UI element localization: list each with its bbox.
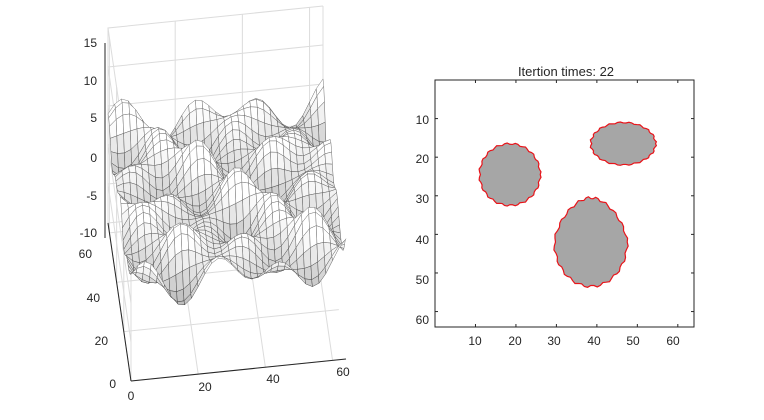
surface-facet <box>304 278 313 288</box>
y-tick-label: 40 <box>87 291 101 305</box>
surface-facet <box>266 236 275 251</box>
segmented-region <box>478 142 542 207</box>
surface-facet <box>129 113 138 132</box>
surface-facet <box>277 265 286 271</box>
surface-facet <box>117 152 126 169</box>
y-tick-label: 40 <box>416 233 430 247</box>
surface-plot: -10 -5 0 5 10 15 0 20 40 60 0 20 40 60 <box>79 5 350 403</box>
y-axis-line <box>107 222 132 382</box>
surface-facet <box>180 223 189 235</box>
surface-facet <box>195 99 204 110</box>
y-tick-label: 0 <box>109 377 116 391</box>
x-tick-label: 20 <box>198 380 212 394</box>
surface-facet <box>116 133 125 154</box>
segmented-region <box>553 196 629 288</box>
surface-facet <box>308 181 317 196</box>
x-tick-label: 0 <box>128 389 135 403</box>
surface-facet <box>264 122 273 137</box>
surface-facet <box>191 193 200 207</box>
segmentation-plot: Itertion times: 22 10 20 30 40 50 60 10 … <box>416 64 695 348</box>
surface-facet <box>196 158 205 178</box>
plot-frame <box>434 79 695 328</box>
surface-facet <box>232 139 241 151</box>
surface-facet <box>202 217 211 223</box>
z-tick-label: 5 <box>90 111 97 125</box>
y-tick-label: 60 <box>416 313 430 327</box>
surface-facet <box>249 98 258 108</box>
segmentation-ticks <box>435 80 694 327</box>
surface-facet <box>142 121 152 129</box>
y-tick-label: 60 <box>79 247 93 261</box>
surface-facet <box>318 121 327 143</box>
surface-facet <box>315 225 324 245</box>
z-tick-label: 10 <box>84 74 98 88</box>
surface-facet <box>222 206 231 225</box>
z-tick-label: 0 <box>90 151 97 165</box>
surface-z-tick-labels: -10 -5 0 5 10 15 <box>80 36 98 240</box>
segmentation-x-tick-labels: 10 20 30 40 50 60 <box>468 334 680 348</box>
y-tick-label: 30 <box>416 192 430 206</box>
surface-facet <box>128 165 137 174</box>
z-tick-label: -5 <box>86 189 97 203</box>
y-tick-label: 20 <box>416 152 430 166</box>
surface-facet <box>264 168 273 190</box>
surface-facet <box>143 222 152 236</box>
surface-facet <box>176 288 185 303</box>
surface-facet <box>158 128 167 134</box>
y-tick-label: 10 <box>416 113 430 127</box>
surface-facet <box>270 151 279 170</box>
surface-x-tick-labels: 0 20 40 60 <box>128 365 350 403</box>
floor-grid-line <box>123 309 339 333</box>
surface-facet <box>195 108 204 125</box>
surface-facet <box>306 170 315 175</box>
x-tick-label: 10 <box>468 334 482 348</box>
chart-title: Itertion times: 22 <box>518 64 614 79</box>
surface-facet <box>270 168 279 188</box>
surface-facet <box>155 177 164 191</box>
y-tick-label: 20 <box>95 334 109 348</box>
surface-facet <box>109 135 118 154</box>
x-tick-label: 40 <box>587 334 601 348</box>
surface-facet <box>338 238 347 248</box>
surface-facet <box>196 145 205 160</box>
surface-facet <box>121 102 130 116</box>
surface-y-tick-labels: 0 20 40 60 <box>79 247 117 391</box>
segmented-region <box>589 121 658 166</box>
x-tick-label: 40 <box>266 372 280 386</box>
surface-facet <box>303 265 312 280</box>
x-tick-label: 50 <box>626 334 640 348</box>
surface-facet <box>154 163 163 179</box>
surface-facet <box>307 173 316 182</box>
surface-facet <box>296 154 305 165</box>
x-tick-label: 60 <box>666 334 680 348</box>
surface-mesh <box>107 78 347 306</box>
x-tick-label: 60 <box>336 365 350 379</box>
x-tick-label: 20 <box>508 334 522 348</box>
surface-facet <box>175 270 184 293</box>
surface-facet <box>324 151 333 165</box>
segmentation-regions <box>478 121 658 288</box>
segmentation-y-tick-labels: 10 20 30 40 50 60 <box>416 113 430 327</box>
y-tick-label: 50 <box>416 273 430 287</box>
z-tick-label: 15 <box>84 36 98 50</box>
surface-facet <box>257 120 266 137</box>
surface-facet <box>232 129 241 140</box>
surface-facet <box>180 233 189 252</box>
x-axis-line <box>130 358 347 382</box>
surface-facet <box>269 140 278 153</box>
surface-facet <box>122 113 131 134</box>
x-tick-label: 30 <box>547 334 561 348</box>
surface-facet <box>228 203 237 225</box>
surface-facet <box>176 300 186 306</box>
surface-axes <box>104 43 347 382</box>
plot-background <box>435 80 694 327</box>
surface-facet <box>277 168 286 186</box>
z-tick-label: -10 <box>80 226 98 240</box>
surface-facet <box>231 121 240 131</box>
